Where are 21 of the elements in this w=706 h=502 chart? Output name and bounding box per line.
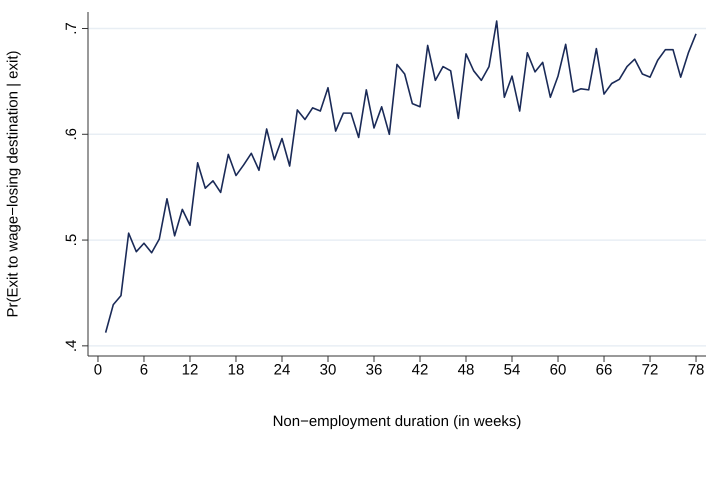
x-tick-label: 0 [94, 362, 102, 379]
x-tick-label: 18 [228, 362, 244, 379]
x-tick-label: 12 [182, 362, 198, 379]
line-series [104, 20, 697, 334]
x-tick-label: 30 [320, 362, 336, 379]
y-tick-label: .5 [63, 234, 80, 246]
y-tick-label: .7 [63, 22, 80, 35]
x-tick-label: 78 [688, 362, 704, 379]
x-tick-label: 48 [458, 362, 474, 379]
x-tick-label: 60 [550, 362, 566, 379]
x-tick-label: 72 [642, 362, 658, 379]
y-axis-title: Pr(Exit to wage−losing destination | exit) [4, 50, 22, 318]
y-tick-label: .6 [63, 128, 80, 141]
x-tick-label: 24 [274, 362, 290, 379]
x-tick-label: 6 [140, 362, 148, 379]
x-axis-title: Non−employment duration (in weeks) [272, 413, 522, 430]
x-tick-label: 54 [504, 362, 520, 379]
x-tick-label: 66 [596, 362, 612, 379]
x-tick-label: 36 [366, 362, 382, 379]
x-tick-label: 42 [412, 362, 428, 379]
y-tick-label: .4 [63, 340, 80, 352]
